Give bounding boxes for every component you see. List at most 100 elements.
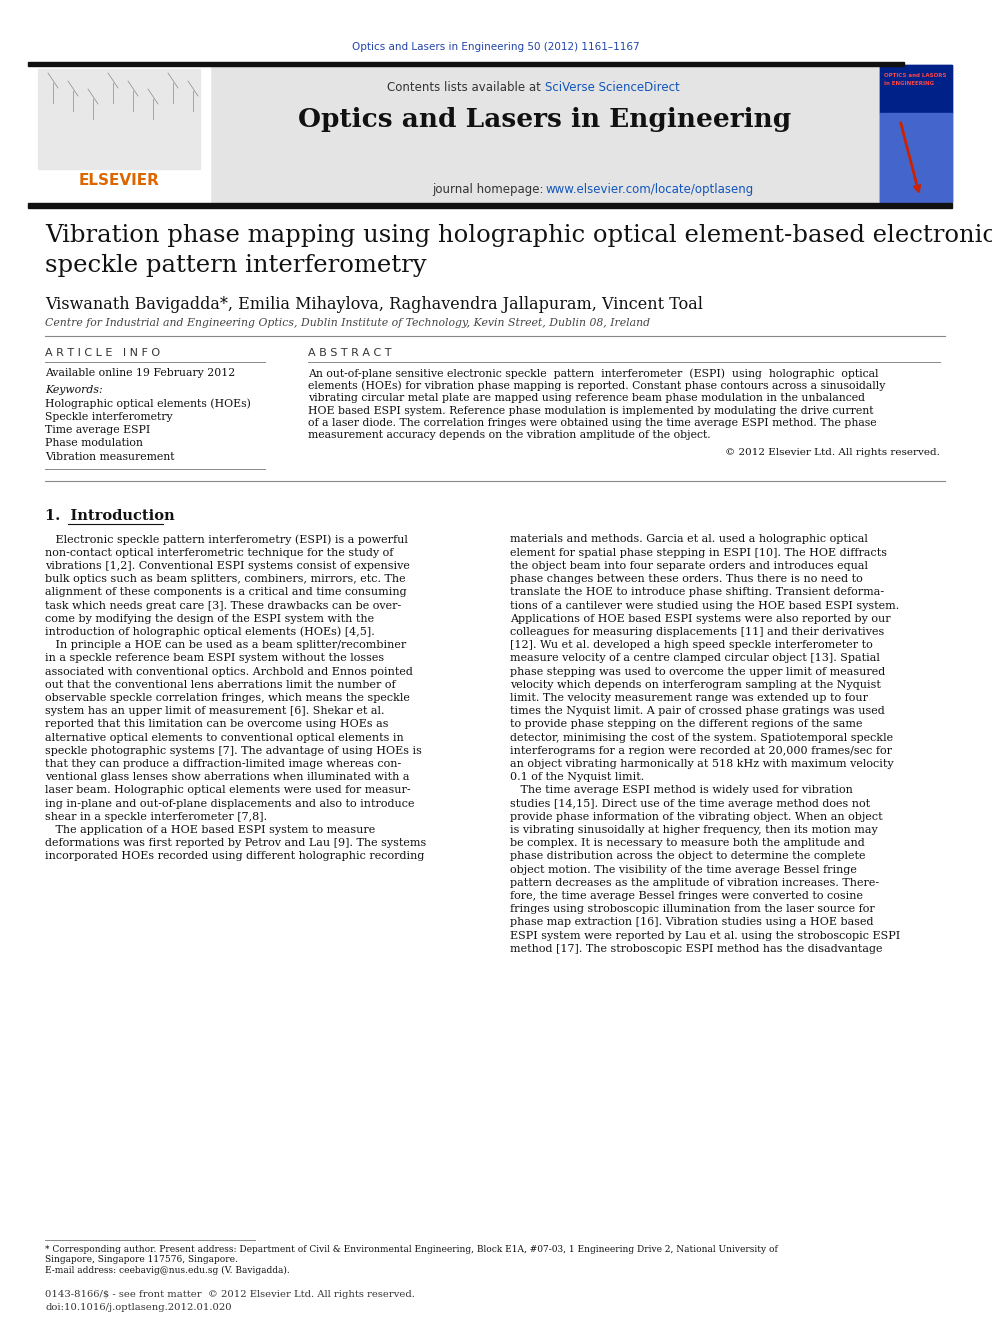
- Text: Vibration phase mapping using holographic optical element-based electronic: Vibration phase mapping using holographi…: [45, 224, 992, 247]
- Text: an object vibrating harmonically at 518 kHz with maximum velocity: an object vibrating harmonically at 518 …: [510, 759, 894, 769]
- Text: phase stepping was used to overcome the upper limit of measured: phase stepping was used to overcome the …: [510, 667, 885, 676]
- Text: Holographic optical elements (HOEs): Holographic optical elements (HOEs): [45, 398, 251, 409]
- Bar: [28, 202, 952, 208]
- Bar: [880, 65, 952, 202]
- Bar: [38, 69, 200, 169]
- Text: Applications of HOE based ESPI systems were also reported by our: Applications of HOE based ESPI systems w…: [510, 614, 891, 623]
- Text: The time average ESPI method is widely used for vibration: The time average ESPI method is widely u…: [510, 786, 853, 795]
- Text: observable speckle correlation fringes, which means the speckle: observable speckle correlation fringes, …: [45, 693, 410, 703]
- Text: associated with conventional optics. Archbold and Ennos pointed: associated with conventional optics. Arc…: [45, 667, 413, 676]
- Text: alignment of these components is a critical and time consuming: alignment of these components is a criti…: [45, 587, 407, 597]
- Bar: [28, 65, 210, 202]
- Bar: [210, 65, 880, 202]
- Bar: [880, 65, 952, 112]
- Text: ELSEVIER: ELSEVIER: [78, 173, 160, 188]
- Text: velocity which depends on interferogram sampling at the Nyquist: velocity which depends on interferogram …: [510, 680, 881, 689]
- Text: HOE based ESPI system. Reference phase modulation is implemented by modulating t: HOE based ESPI system. Reference phase m…: [308, 406, 874, 415]
- Text: out that the conventional lens aberrations limit the number of: out that the conventional lens aberratio…: [45, 680, 396, 689]
- Text: measure velocity of a centre clamped circular object [13]. Spatial: measure velocity of a centre clamped cir…: [510, 654, 880, 663]
- Text: detector, minimising the cost of the system. Spatiotemporal speckle: detector, minimising the cost of the sys…: [510, 733, 893, 742]
- Text: pattern decreases as the amplitude of vibration increases. There-: pattern decreases as the amplitude of vi…: [510, 877, 879, 888]
- Text: come by modifying the design of the ESPI system with the: come by modifying the design of the ESPI…: [45, 614, 374, 623]
- Text: element for spatial phase stepping in ESPI [10]. The HOE diffracts: element for spatial phase stepping in ES…: [510, 548, 887, 558]
- Text: measurement accuracy depends on the vibration amplitude of the object.: measurement accuracy depends on the vibr…: [308, 430, 710, 441]
- Text: be complex. It is necessary to measure both the amplitude and: be complex. It is necessary to measure b…: [510, 837, 865, 848]
- Text: ESPI system were reported by Lau et al. using the stroboscopic ESPI: ESPI system were reported by Lau et al. …: [510, 930, 901, 941]
- Text: Available online 19 February 2012: Available online 19 February 2012: [45, 368, 235, 378]
- Text: Singapore, Singapore 117576, Singapore.: Singapore, Singapore 117576, Singapore.: [45, 1256, 238, 1263]
- Text: provide phase information of the vibrating object. When an object: provide phase information of the vibrati…: [510, 812, 883, 822]
- Text: OPTICS and LASORS: OPTICS and LASORS: [884, 73, 946, 78]
- Text: Electronic speckle pattern interferometry (ESPI) is a powerful: Electronic speckle pattern interferometr…: [45, 534, 408, 545]
- Text: to provide phase stepping on the different regions of the same: to provide phase stepping on the differe…: [510, 720, 862, 729]
- Text: of a laser diode. The correlation fringes were obtained using the time average E: of a laser diode. The correlation fringe…: [308, 418, 877, 429]
- Text: [12]. Wu et al. developed a high speed speckle interferometer to: [12]. Wu et al. developed a high speed s…: [510, 640, 873, 650]
- Text: reported that this limitation can be overcome using HOEs as: reported that this limitation can be ove…: [45, 720, 389, 729]
- Text: 0143-8166/$ - see front matter  © 2012 Elsevier Ltd. All rights reserved.: 0143-8166/$ - see front matter © 2012 El…: [45, 1290, 415, 1299]
- Text: method [17]. The stroboscopic ESPI method has the disadvantage: method [17]. The stroboscopic ESPI metho…: [510, 943, 883, 954]
- Text: introduction of holographic optical elements (HOEs) [4,5].: introduction of holographic optical elem…: [45, 627, 375, 638]
- Text: speckle photographic systems [7]. The advantage of using HOEs is: speckle photographic systems [7]. The ad…: [45, 746, 422, 755]
- Text: ventional glass lenses show aberrations when illuminated with a: ventional glass lenses show aberrations …: [45, 773, 410, 782]
- Text: studies [14,15]. Direct use of the time average method does not: studies [14,15]. Direct use of the time …: [510, 799, 870, 808]
- Text: doi:10.1016/j.optlaseng.2012.01.020: doi:10.1016/j.optlaseng.2012.01.020: [45, 1303, 231, 1312]
- Text: laser beam. Holographic optical elements were used for measur-: laser beam. Holographic optical elements…: [45, 786, 411, 795]
- Text: Centre for Industrial and Engineering Optics, Dublin Institute of Technology, Ke: Centre for Industrial and Engineering Op…: [45, 318, 650, 328]
- Text: the object beam into four separate orders and introduces equal: the object beam into four separate order…: [510, 561, 868, 572]
- Text: Time average ESPI: Time average ESPI: [45, 425, 150, 435]
- Text: Optics and Lasers in Engineering 50 (2012) 1161–1167: Optics and Lasers in Engineering 50 (201…: [352, 42, 640, 52]
- Text: is vibrating sinusoidally at higher frequency, then its motion may: is vibrating sinusoidally at higher freq…: [510, 826, 878, 835]
- Text: Keywords:: Keywords:: [45, 385, 102, 396]
- Text: system has an upper limit of measurement [6]. Shekar et al.: system has an upper limit of measurement…: [45, 706, 385, 716]
- Text: Contents lists available at: Contents lists available at: [387, 81, 545, 94]
- Text: object motion. The visibility of the time average Bessel fringe: object motion. The visibility of the tim…: [510, 864, 857, 875]
- Text: A R T I C L E   I N F O: A R T I C L E I N F O: [45, 348, 160, 359]
- Text: www.elsevier.com/locate/optlaseng: www.elsevier.com/locate/optlaseng: [545, 183, 753, 196]
- Text: phase map extraction [16]. Vibration studies using a HOE based: phase map extraction [16]. Vibration stu…: [510, 917, 874, 927]
- Text: translate the HOE to introduce phase shifting. Transient deforma-: translate the HOE to introduce phase shi…: [510, 587, 884, 597]
- Text: SciVerse ScienceDirect: SciVerse ScienceDirect: [545, 81, 680, 94]
- Text: © 2012 Elsevier Ltd. All rights reserved.: © 2012 Elsevier Ltd. All rights reserved…: [725, 448, 940, 456]
- Text: Vibration measurement: Vibration measurement: [45, 452, 175, 462]
- Text: A B S T R A C T: A B S T R A C T: [308, 348, 392, 359]
- Text: fore, the time average Bessel fringes were converted to cosine: fore, the time average Bessel fringes we…: [510, 890, 863, 901]
- Text: materials and methods. Garcia et al. used a holographic optical: materials and methods. Garcia et al. use…: [510, 534, 868, 545]
- Text: E-mail address: ceebavig@nus.edu.sg (V. Bavigadda).: E-mail address: ceebavig@nus.edu.sg (V. …: [45, 1266, 290, 1275]
- Text: bulk optics such as beam splitters, combiners, mirrors, etc. The: bulk optics such as beam splitters, comb…: [45, 574, 406, 583]
- Text: journal homepage:: journal homepage:: [432, 183, 548, 196]
- Text: fringes using stroboscopic illumination from the laser source for: fringes using stroboscopic illumination …: [510, 904, 875, 914]
- Text: 0.1 of the Nyquist limit.: 0.1 of the Nyquist limit.: [510, 773, 644, 782]
- Text: in a speckle reference beam ESPI system without the losses: in a speckle reference beam ESPI system …: [45, 654, 384, 663]
- Text: phase distribution across the object to determine the complete: phase distribution across the object to …: [510, 851, 865, 861]
- Text: phase changes between these orders. Thus there is no need to: phase changes between these orders. Thus…: [510, 574, 863, 583]
- Text: times the Nyquist limit. A pair of crossed phase gratings was used: times the Nyquist limit. A pair of cross…: [510, 706, 885, 716]
- Text: vibrations [1,2]. Conventional ESPI systems consist of expensive: vibrations [1,2]. Conventional ESPI syst…: [45, 561, 410, 572]
- Text: that they can produce a diffraction-limited image whereas con-: that they can produce a diffraction-limi…: [45, 759, 401, 769]
- Text: Phase modulation: Phase modulation: [45, 438, 143, 448]
- Text: incorporated HOEs recorded using different holographic recording: incorporated HOEs recorded using differe…: [45, 851, 425, 861]
- Text: ing in-plane and out-of-plane displacements and also to introduce: ing in-plane and out-of-plane displaceme…: [45, 799, 415, 808]
- Bar: [880, 112, 952, 202]
- Text: In principle a HOE can be used as a beam splitter/recombiner: In principle a HOE can be used as a beam…: [45, 640, 407, 650]
- Bar: [28, 62, 904, 66]
- Text: Optics and Lasers in Engineering: Optics and Lasers in Engineering: [299, 107, 792, 132]
- Text: An out-of-plane sensitive electronic speckle  pattern  interferometer  (ESPI)  u: An out-of-plane sensitive electronic spe…: [308, 368, 879, 378]
- Text: limit. The velocity measurement range was extended up to four: limit. The velocity measurement range wa…: [510, 693, 868, 703]
- Text: interferograms for a region were recorded at 20,000 frames/sec for: interferograms for a region were recorde…: [510, 746, 892, 755]
- Text: in ENGINEERING: in ENGINEERING: [884, 81, 934, 86]
- Text: vibrating circular metal plate are mapped using reference beam phase modulation : vibrating circular metal plate are mappe…: [308, 393, 865, 404]
- Text: task which needs great care [3]. These drawbacks can be over-: task which needs great care [3]. These d…: [45, 601, 401, 610]
- Text: elements (HOEs) for vibration phase mapping is reported. Constant phase contours: elements (HOEs) for vibration phase mapp…: [308, 381, 886, 392]
- Text: tions of a cantilever were studied using the HOE based ESPI system.: tions of a cantilever were studied using…: [510, 601, 900, 610]
- Text: 1.  Introduction: 1. Introduction: [45, 508, 175, 523]
- Text: * Corresponding author. Present address: Department of Civil & Environmental Eng: * Corresponding author. Present address:…: [45, 1245, 778, 1254]
- Text: alternative optical elements to conventional optical elements in: alternative optical elements to conventi…: [45, 733, 404, 742]
- Text: deformations was first reported by Petrov and Lau [9]. The systems: deformations was first reported by Petro…: [45, 837, 427, 848]
- Text: non-contact optical interferometric technique for the study of: non-contact optical interferometric tech…: [45, 548, 394, 558]
- Text: shear in a speckle interferometer [7,8].: shear in a speckle interferometer [7,8].: [45, 812, 267, 822]
- Text: speckle pattern interferometry: speckle pattern interferometry: [45, 254, 427, 277]
- Text: Speckle interferometry: Speckle interferometry: [45, 411, 173, 422]
- Text: The application of a HOE based ESPI system to measure: The application of a HOE based ESPI syst…: [45, 826, 375, 835]
- Text: Viswanath Bavigadda*, Emilia Mihaylova, Raghavendra Jallapuram, Vincent Toal: Viswanath Bavigadda*, Emilia Mihaylova, …: [45, 296, 703, 314]
- Text: colleagues for measuring displacements [11] and their derivatives: colleagues for measuring displacements […: [510, 627, 884, 636]
